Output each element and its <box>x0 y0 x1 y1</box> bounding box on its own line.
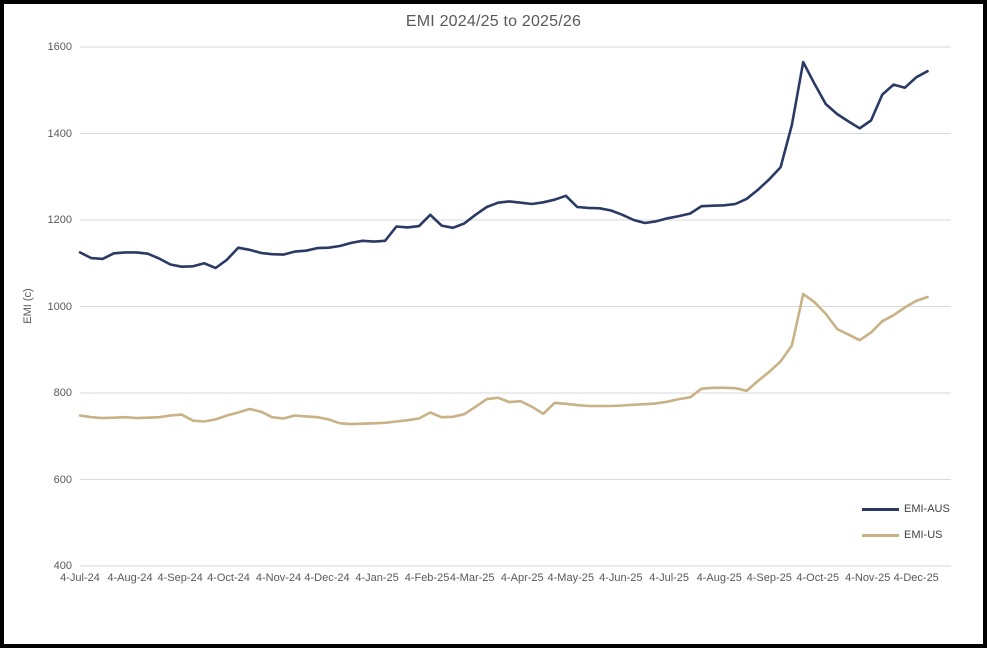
y-tick-label: 800 <box>53 387 72 399</box>
x-tick-label: 4-Nov-25 <box>845 572 891 584</box>
series-line-emi-us <box>78 292 929 426</box>
y-tick-label: 400 <box>53 560 72 572</box>
x-tick-label: 4-Nov-24 <box>255 572 302 584</box>
legend-label: EMI-US <box>904 529 943 541</box>
x-tick-label: 4-Oct-24 <box>207 572 250 584</box>
x-tick-label: 4-Dec-25 <box>893 572 939 584</box>
x-tick-label: 4-Sep-24 <box>157 572 203 584</box>
legend: EMI-AUS EMI-US <box>862 503 950 555</box>
x-tick-label: 4-Aug-24 <box>107 572 153 584</box>
y-tick-label: 1600 <box>47 41 72 53</box>
y-tick-label: 1200 <box>47 214 72 226</box>
x-tick-label: 4-Feb-25 <box>404 572 450 584</box>
plot-area <box>78 46 951 567</box>
y-tick-label: 1400 <box>47 127 72 140</box>
x-tick-label: 4-Dec-24 <box>304 572 350 584</box>
x-tick-label: 4-Jun-25 <box>599 572 643 584</box>
legend-item-emi-us: EMI-US <box>862 529 950 541</box>
series-line-emi-aus <box>78 60 929 270</box>
legend-item-emi-aus: EMI-AUS <box>862 503 950 515</box>
x-tick-label: 4-May-25 <box>547 572 594 584</box>
x-tick-label: 4-Jul-24 <box>60 572 100 584</box>
x-tick-label: 4-Mar-25 <box>449 572 495 584</box>
x-tick-label: 4-Jan-25 <box>355 572 399 584</box>
legend-line-swatch <box>862 507 899 511</box>
legend-label: EMI-AUS <box>904 503 950 515</box>
x-tick-label: 4-Apr-25 <box>500 572 544 584</box>
y-tick-label: 600 <box>53 473 72 486</box>
x-tick-label: 4-Oct-25 <box>796 572 840 584</box>
legend-line-swatch <box>862 533 899 537</box>
x-tick-label: 4-Jul-25 <box>649 572 690 584</box>
x-tick-label: 4-Sep-25 <box>746 572 792 584</box>
y-tick-label: 1000 <box>47 300 72 313</box>
x-tick-label: 4-Aug-25 <box>696 572 742 584</box>
chart-title: EMI 2024/25 to 2025/26 <box>405 13 582 30</box>
